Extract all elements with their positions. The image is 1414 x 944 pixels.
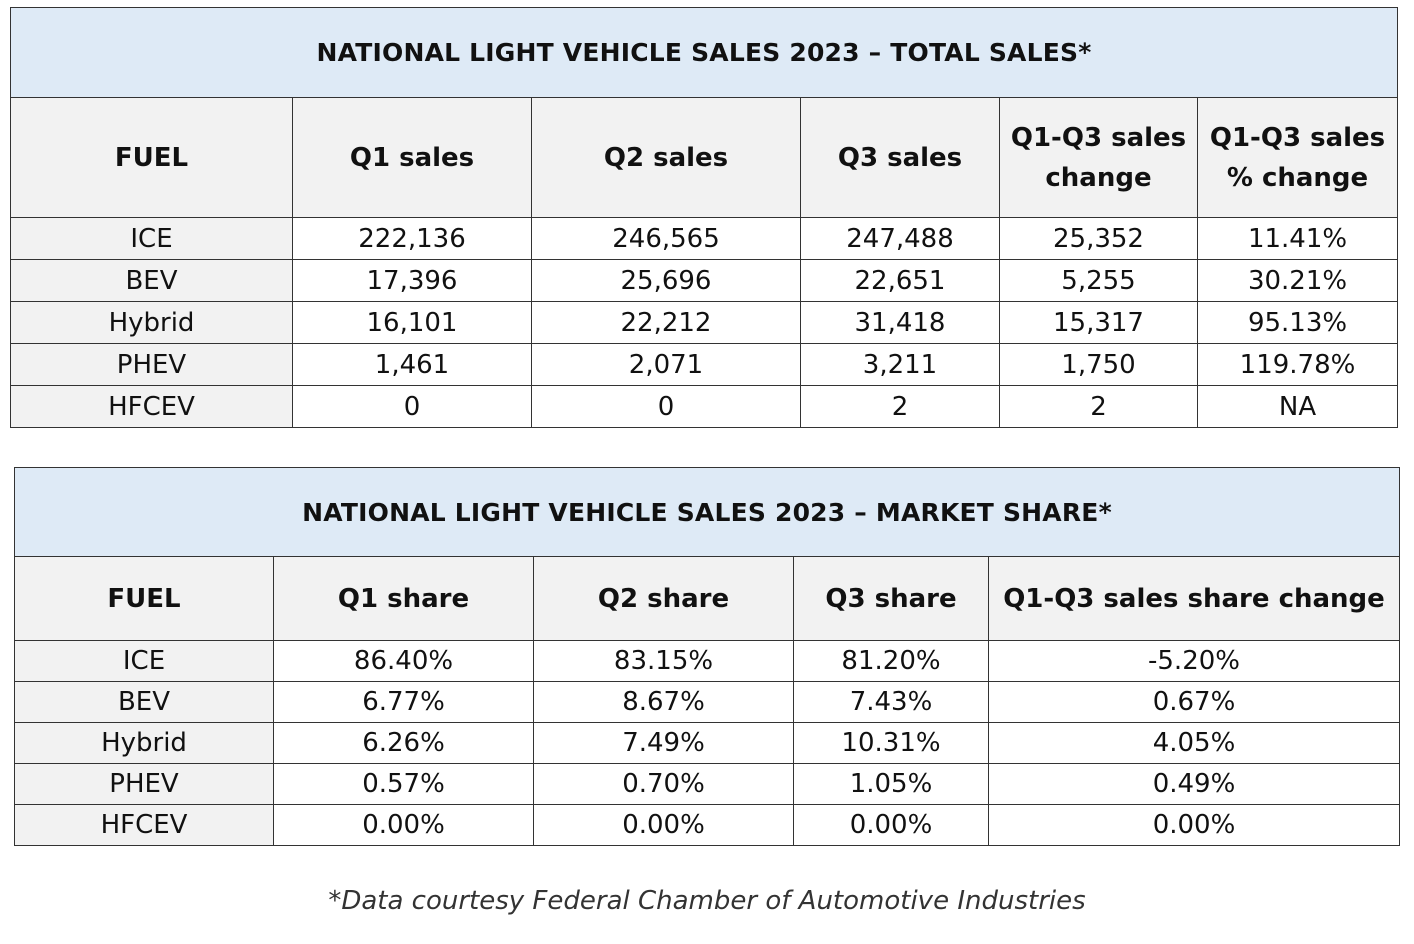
total-sales-value-cell: NA — [1196, 385, 1399, 428]
total-sales-value-cell: 1,461 — [292, 343, 532, 386]
market-share-value-cell: 4.05% — [988, 722, 1400, 764]
total-sales-value-cell: 5,255 — [999, 259, 1198, 302]
market-share-value-cell: 6.26% — [273, 722, 534, 764]
market-share-value-cell: 0.00% — [988, 804, 1400, 846]
market-share-row: PHEV 0.57% 0.70% 1.05% 0.49% — [14, 763, 1400, 805]
total-sales-value-cell: 30.21% — [1196, 259, 1399, 302]
total-sales-table: NATIONAL LIGHT VEHICLE SALES 2023 – TOTA… — [9, 7, 1399, 428]
total-sales-fuel-cell: BEV — [10, 259, 293, 302]
total-sales-value-cell: 11.41% — [1196, 217, 1399, 260]
total-sales-row: BEV 17,396 25,696 22,651 5,255 30.21% — [10, 259, 1399, 302]
total-sales-value-cell: 2 — [800, 385, 1000, 428]
total-sales-value-cell: 247,488 — [800, 217, 1000, 260]
market-share-value-cell: 0.00% — [273, 804, 534, 846]
footnote: *Data courtesy Federal Chamber of Automo… — [328, 886, 1086, 916]
market-share-value-cell: 0.00% — [533, 804, 794, 846]
total-sales-title: NATIONAL LIGHT VEHICLE SALES 2023 – TOTA… — [9, 7, 1399, 98]
market-share-table: NATIONAL LIGHT VEHICLE SALES 2023 – MARK… — [14, 467, 1400, 846]
market-share-value-cell: 1.05% — [793, 763, 989, 805]
market-share-value-cell: 0.49% — [988, 763, 1400, 805]
market-share-column-header: FUEL — [14, 556, 274, 641]
market-share-row: HFCEV 0.00% 0.00% 0.00% 0.00% — [14, 804, 1400, 846]
total-sales-value-cell: 0 — [531, 385, 801, 428]
market-share-column-header: Q1 share — [273, 556, 534, 641]
market-share-fuel-cell: PHEV — [14, 763, 274, 805]
total-sales-row: HFCEV 0 0 2 2 NA — [10, 385, 1399, 428]
total-sales-column-header: Q1-Q3 sales change — [999, 97, 1198, 218]
market-share-row: ICE 86.40% 83.15% 81.20% -5.20% — [14, 640, 1400, 682]
total-sales-value-cell: 0 — [292, 385, 532, 428]
total-sales-column-header: Q1 sales — [292, 97, 532, 218]
total-sales-value-cell: 95.13% — [1196, 301, 1399, 344]
total-sales-value-cell: 31,418 — [800, 301, 1000, 344]
total-sales-value-cell: 16,101 — [292, 301, 532, 344]
total-sales-fuel-cell: PHEV — [10, 343, 293, 386]
market-share-column-header: Q2 share — [533, 556, 794, 641]
market-share-fuel-cell: BEV — [14, 681, 274, 723]
total-sales-value-cell: 15,317 — [999, 301, 1198, 344]
market-share-header-row: FUEL Q1 share Q2 share Q3 share Q1-Q3 sales … — [14, 556, 1400, 641]
total-sales-value-cell: 246,565 — [531, 217, 801, 260]
market-share-column-header: Q3 share — [793, 556, 989, 641]
total-sales-column-header: FUEL — [10, 97, 293, 218]
market-share-value-cell: 0.70% — [533, 763, 794, 805]
total-sales-value-cell: 22,651 — [800, 259, 1000, 302]
total-sales-value-cell: 25,352 — [999, 217, 1198, 260]
market-share-value-cell: 6.77% — [273, 681, 534, 723]
total-sales-column-header: Q1-Q3 sales % change — [1196, 97, 1399, 218]
total-sales-value-cell: 3,211 — [800, 343, 1000, 386]
total-sales-row: ICE 222,136 246,565 247,488 25,352 11.41% — [10, 217, 1399, 260]
total-sales-value-cell: 119.78% — [1196, 343, 1399, 386]
market-share-value-cell: 8.67% — [533, 681, 794, 723]
total-sales-value-cell: 17,396 — [292, 259, 532, 302]
total-sales-column-header: Q3 sales — [800, 97, 1000, 218]
market-share-value-cell: 83.15% — [533, 640, 794, 682]
market-share-title: NATIONAL LIGHT VEHICLE SALES 2023 – MARK… — [14, 467, 1400, 557]
market-share-value-cell: 0.00% — [793, 804, 989, 846]
market-share-value-cell: 10.31% — [793, 722, 989, 764]
market-share-value-cell: 0.67% — [988, 681, 1400, 723]
total-sales-row: PHEV 1,461 2,071 3,211 1,750 119.78% — [10, 343, 1399, 386]
market-share-value-cell: 81.20% — [793, 640, 989, 682]
total-sales-column-header: Q2 sales — [531, 97, 801, 218]
market-share-row: Hybrid 6.26% 7.49% 10.31% 4.05% — [14, 722, 1400, 764]
market-share-value-cell: 7.43% — [793, 681, 989, 723]
total-sales-header-row: FUEL Q1 sales Q2 sales Q3 sales Q1-Q3 sales … — [10, 97, 1399, 218]
total-sales-value-cell: 2 — [999, 385, 1198, 428]
market-share-fuel-cell: HFCEV — [14, 804, 274, 846]
market-share-fuel-cell: ICE — [14, 640, 274, 682]
market-share-fuel-cell: Hybrid — [14, 722, 274, 764]
total-sales-fuel-cell: HFCEV — [10, 385, 293, 428]
total-sales-row: Hybrid 16,101 22,212 31,418 15,317 95.13% — [10, 301, 1399, 344]
total-sales-value-cell: 22,212 — [531, 301, 801, 344]
market-share-value-cell: 7.49% — [533, 722, 794, 764]
total-sales-value-cell: 2,071 — [531, 343, 801, 386]
total-sales-fuel-cell: Hybrid — [10, 301, 293, 344]
market-share-value-cell: -5.20% — [988, 640, 1400, 682]
market-share-value-cell: 0.57% — [273, 763, 534, 805]
total-sales-value-cell: 25,696 — [531, 259, 801, 302]
market-share-column-header: Q1-Q3 sales share change — [988, 556, 1400, 641]
market-share-row: BEV 6.77% 8.67% 7.43% 0.67% — [14, 681, 1400, 723]
total-sales-value-cell: 222,136 — [292, 217, 532, 260]
total-sales-value-cell: 1,750 — [999, 343, 1198, 386]
market-share-value-cell: 86.40% — [273, 640, 534, 682]
total-sales-fuel-cell: ICE — [10, 217, 293, 260]
